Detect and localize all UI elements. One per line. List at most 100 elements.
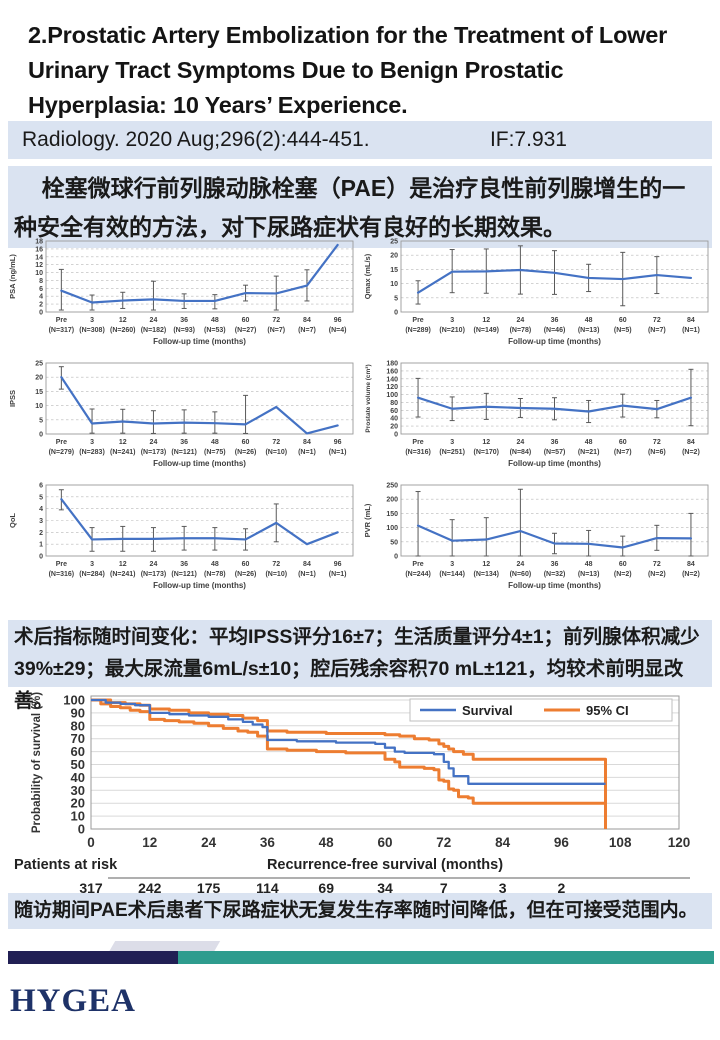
svg-text:114: 114 [256,880,279,896]
svg-text:(N=2): (N=2) [614,571,632,578]
svg-text:Follow-up time (months): Follow-up time (months) [153,581,246,590]
chart-ipss: 0 5 10 15 20 25 Pre (N=279) 3 (N=283) 12 (N=241) 24 (… [8,361,354,468]
svg-text:20: 20 [390,253,398,260]
svg-text:3: 3 [39,518,43,525]
svg-text:69: 69 [318,880,334,896]
svg-text:(N=32): (N=32) [544,571,566,578]
svg-text:24: 24 [516,439,524,446]
svg-text:(N=84): (N=84) [510,449,532,456]
svg-text:72: 72 [272,439,280,446]
svg-text:Pre: Pre [412,439,423,446]
svg-text:Qmax (mL/s): Qmax (mL/s) [363,253,372,299]
svg-text:Pre: Pre [56,561,67,568]
svg-text:40: 40 [71,770,85,785]
svg-text:36: 36 [260,835,276,850]
svg-text:0: 0 [394,310,398,317]
svg-text:(N=7): (N=7) [298,327,316,334]
svg-text:(N=13): (N=13) [578,327,600,334]
chart-qol: 0123456Pre(N=316)3(N=284)12(N=241)24(N=1… [8,483,354,590]
svg-text:10: 10 [35,270,43,277]
svg-text:96: 96 [334,561,342,568]
impact-factor: IF:7.931 [489,128,567,151]
svg-text:14: 14 [35,254,43,261]
svg-text:40: 40 [390,416,398,423]
svg-text:3: 3 [499,880,507,896]
svg-text:24: 24 [516,561,524,568]
svg-text:Pre: Pre [412,317,423,324]
svg-text:(N=93): (N=93) [173,327,195,334]
svg-text:60: 60 [242,561,250,568]
svg-text:12: 12 [35,262,43,269]
svg-text:Follow-up time (months): Follow-up time (months) [508,581,601,590]
svg-text:4: 4 [39,294,43,301]
svg-text:(N=251): (N=251) [439,449,464,456]
summary-box-top: 栓塞微球行前列腺动脉栓塞（PAE）是治疗良性前列腺增生的一种安全有效的方法，对下… [8,166,712,248]
svg-text:(N=283): (N=283) [79,449,104,456]
svg-text:50: 50 [71,757,85,772]
svg-text:25: 25 [35,361,43,368]
chart-prostate-volume: 020406080100120140160180Pre(N=316)3(N=25… [365,361,709,468]
svg-text:48: 48 [211,317,219,324]
svg-text:250: 250 [386,483,398,490]
svg-text:2: 2 [558,880,566,896]
svg-text:2: 2 [39,302,43,309]
svg-text:(N=317): (N=317) [49,327,74,334]
svg-text:10: 10 [71,809,85,824]
svg-text:140: 140 [386,376,398,383]
svg-text:80: 80 [71,718,85,733]
svg-text:10: 10 [35,403,43,410]
svg-text:(N=75): (N=75) [204,449,226,456]
svg-text:36: 36 [551,317,559,324]
svg-text:(N=7): (N=7) [267,327,285,334]
chart-psa: 024681012141618Pre(N=317)3(N=308)12(N=26… [8,239,354,346]
svg-text:0: 0 [87,835,95,850]
svg-text:(N=149): (N=149) [474,327,499,334]
svg-text:(N=10): (N=10) [265,571,287,578]
svg-text:72: 72 [436,835,451,850]
svg-text:(N=21): (N=21) [578,449,600,456]
svg-text:60: 60 [242,317,250,324]
svg-text:36: 36 [551,439,559,446]
hygea-logo: HYGEA [10,983,137,1019]
svg-text:(N=13): (N=13) [578,571,600,578]
svg-text:(N=27): (N=27) [235,327,257,334]
svg-text:(N=53): (N=53) [204,327,226,334]
svg-text:(N=78): (N=78) [510,327,532,334]
svg-text:(N=2): (N=2) [682,571,700,578]
svg-text:3: 3 [90,439,94,446]
svg-text:(N=78): (N=78) [204,571,226,578]
svg-text:(N=121): (N=121) [171,571,196,578]
svg-text:0: 0 [39,554,43,561]
svg-text:3: 3 [90,561,94,568]
chart-qmax: 0 5 10 15 20 25 Pre (N=289) 3 (N=210) 12 (N=149) 24 (… [363,239,709,346]
svg-text:96: 96 [334,317,342,324]
svg-text:24: 24 [201,835,217,850]
svg-text:0: 0 [78,822,85,837]
svg-text:84: 84 [687,317,695,324]
svg-text:24: 24 [150,317,158,324]
svg-text:(N=26): (N=26) [235,571,257,578]
svg-text:6: 6 [39,286,43,293]
svg-text:150: 150 [386,511,398,518]
svg-text:34: 34 [377,880,393,896]
svg-text:(N=308): (N=308) [79,327,104,334]
svg-text:317: 317 [79,880,103,896]
svg-text:20: 20 [390,424,398,431]
svg-text:60: 60 [242,439,250,446]
svg-text:72: 72 [272,317,280,324]
svg-text:(N=289): (N=289) [405,327,430,334]
svg-text:100: 100 [386,392,398,399]
svg-text:48: 48 [585,439,593,446]
svg-text:72: 72 [653,317,661,324]
svg-text:0: 0 [394,432,398,439]
svg-text:84: 84 [495,835,511,850]
svg-text:Pre: Pre [56,317,67,324]
svg-text:(N=1): (N=1) [329,571,347,578]
svg-text:(N=173): (N=173) [141,449,166,456]
svg-text:5: 5 [394,295,398,302]
svg-text:10: 10 [390,281,398,288]
svg-text:95% CI: 95% CI [586,703,629,718]
svg-text:3: 3 [90,317,94,324]
svg-text:Follow-up time (months): Follow-up time (months) [153,337,246,346]
